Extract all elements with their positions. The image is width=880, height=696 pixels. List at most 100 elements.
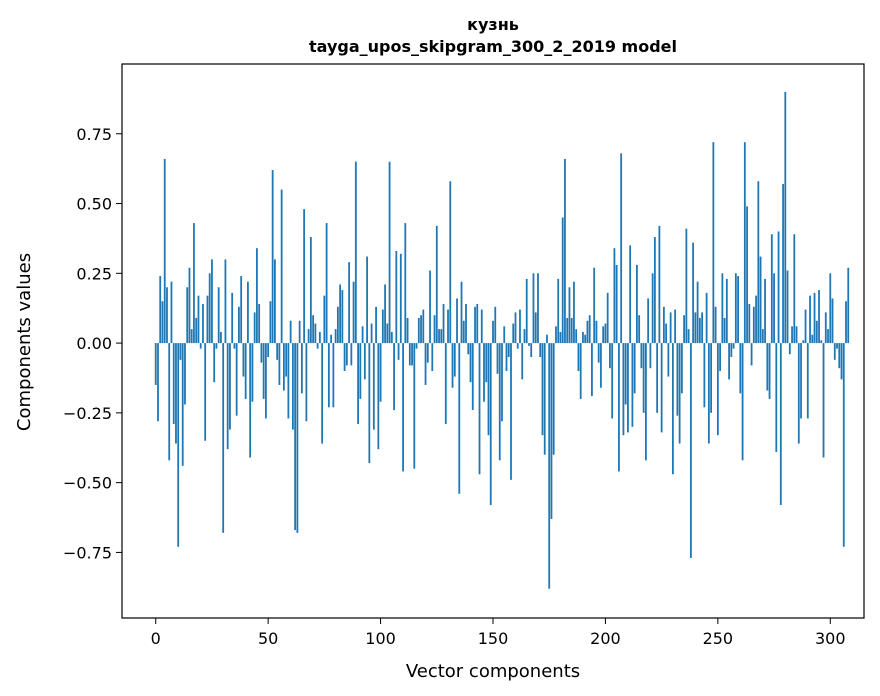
bar-195 bbox=[593, 267, 596, 344]
bar-178 bbox=[555, 326, 557, 344]
bar-2 bbox=[159, 276, 162, 344]
bar-238 bbox=[689, 343, 692, 558]
bar-40 bbox=[244, 343, 247, 399]
bar-191 bbox=[584, 334, 587, 344]
bar-125 bbox=[435, 225, 438, 344]
bar-287 bbox=[800, 343, 802, 419]
bar-201 bbox=[606, 292, 609, 344]
bar-172 bbox=[541, 343, 544, 436]
bar-265 bbox=[750, 343, 753, 366]
bar-26 bbox=[213, 343, 216, 383]
bar-135 bbox=[458, 343, 461, 494]
bar-193 bbox=[588, 315, 591, 344]
bar-279 bbox=[782, 184, 784, 344]
bar-31 bbox=[224, 259, 227, 344]
bar-161 bbox=[516, 343, 519, 349]
bar-184 bbox=[568, 287, 571, 344]
bar-13 bbox=[184, 343, 186, 405]
bar-210 bbox=[627, 343, 629, 433]
bar-49 bbox=[265, 343, 267, 419]
y-tick-label: 0.75 bbox=[76, 125, 112, 144]
bar-150 bbox=[492, 320, 494, 344]
bar-14 bbox=[186, 287, 189, 344]
bar-32 bbox=[226, 343, 229, 450]
bar-153 bbox=[498, 343, 501, 461]
bar-288 bbox=[802, 340, 805, 344]
bar-144 bbox=[478, 343, 481, 475]
bar-126 bbox=[438, 329, 440, 344]
bar-208 bbox=[622, 343, 625, 436]
bar-25 bbox=[211, 259, 213, 344]
bar-91 bbox=[359, 343, 362, 399]
bar-248 bbox=[712, 142, 715, 344]
bar-259 bbox=[737, 276, 739, 344]
bar-73 bbox=[318, 331, 321, 344]
x-tick-label: 150 bbox=[478, 629, 509, 648]
bar-174 bbox=[546, 334, 548, 344]
x-tick-label: 200 bbox=[590, 629, 621, 648]
bar-183 bbox=[566, 317, 569, 344]
bar-232 bbox=[676, 343, 679, 416]
bar-30 bbox=[222, 343, 225, 533]
bar-296 bbox=[820, 340, 823, 344]
bar-86 bbox=[348, 262, 350, 344]
bar-190 bbox=[582, 331, 584, 344]
bar-197 bbox=[597, 343, 600, 363]
bar-221 bbox=[651, 273, 654, 344]
bar-240 bbox=[694, 312, 697, 344]
bar-260 bbox=[739, 343, 742, 394]
bar-291 bbox=[809, 295, 811, 344]
bar-10 bbox=[177, 343, 180, 547]
bar-222 bbox=[653, 237, 656, 344]
bar-292 bbox=[811, 334, 814, 344]
bar-0 bbox=[154, 343, 157, 385]
bar-275 bbox=[773, 273, 775, 344]
bar-224 bbox=[658, 225, 661, 344]
bar-119 bbox=[422, 309, 425, 344]
bar-207 bbox=[620, 153, 623, 344]
bar-12 bbox=[181, 343, 184, 466]
bar-211 bbox=[629, 245, 632, 344]
bar-182 bbox=[564, 158, 566, 344]
bar-100 bbox=[379, 343, 382, 402]
bar-302 bbox=[833, 343, 836, 360]
bar-83 bbox=[341, 290, 344, 344]
y-tick-label: 0.25 bbox=[76, 264, 112, 283]
bar-220 bbox=[649, 343, 652, 369]
bar-181 bbox=[561, 217, 564, 344]
bar-52 bbox=[271, 170, 274, 344]
bar-21 bbox=[202, 304, 204, 344]
chart-subtitle: tayga_upos_skipgram_300_2_2019 model bbox=[309, 37, 677, 56]
bar-199 bbox=[602, 326, 605, 344]
y-tick-label: −0.75 bbox=[63, 543, 112, 562]
bar-180 bbox=[559, 331, 562, 344]
bar-258 bbox=[734, 273, 737, 344]
bar-88 bbox=[352, 281, 355, 344]
bar-46 bbox=[258, 304, 261, 344]
bar-71 bbox=[314, 323, 317, 344]
bar-202 bbox=[609, 343, 611, 369]
bar-138 bbox=[465, 304, 467, 344]
y-tick-label: 0.00 bbox=[76, 334, 112, 353]
bar-262 bbox=[743, 142, 746, 344]
bar-245 bbox=[705, 292, 708, 344]
bar-48 bbox=[262, 343, 265, 399]
bar-214 bbox=[636, 264, 638, 344]
bar-98 bbox=[375, 306, 377, 344]
bar-16 bbox=[190, 329, 193, 344]
bar-165 bbox=[525, 278, 528, 344]
bar-263 bbox=[746, 206, 748, 344]
bar-270 bbox=[761, 329, 764, 344]
bar-112 bbox=[406, 317, 409, 344]
bar-255 bbox=[728, 343, 730, 380]
bar-147 bbox=[485, 343, 488, 383]
bar-130 bbox=[447, 309, 449, 344]
bar-115 bbox=[413, 343, 416, 469]
bar-152 bbox=[496, 343, 499, 374]
x-axis-label: Vector components bbox=[406, 661, 580, 682]
bar-272 bbox=[766, 343, 769, 391]
bar-239 bbox=[692, 242, 695, 344]
bar-235 bbox=[683, 315, 686, 344]
bar-79 bbox=[332, 343, 335, 408]
bar-127 bbox=[440, 329, 443, 344]
